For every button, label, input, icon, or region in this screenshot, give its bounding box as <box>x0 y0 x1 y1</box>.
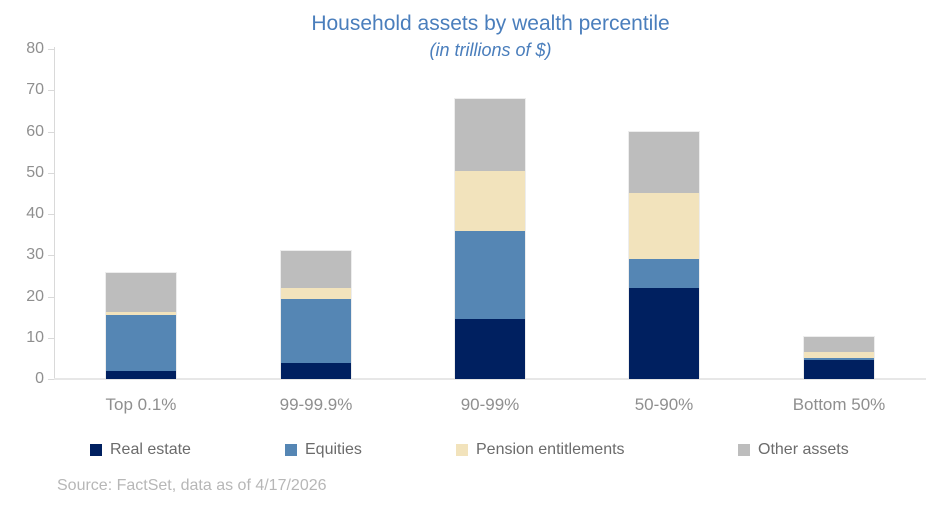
y-axis-line <box>54 47 55 379</box>
y-tick-mark <box>48 255 54 256</box>
x-axis-line <box>54 378 926 380</box>
bar-segment-real-estate <box>281 362 351 379</box>
legend-swatch-icon <box>738 444 750 456</box>
y-tick-mark <box>48 338 54 339</box>
y-tick-mark <box>48 132 54 133</box>
y-tick-mark <box>48 297 54 298</box>
source-note: Source: FactSet, data as of 4/17/2026 <box>57 477 327 494</box>
y-tick-label: 50 <box>26 164 44 181</box>
y-tick-label: 70 <box>26 81 44 98</box>
x-axis-label: 99-99.9% <box>279 395 353 414</box>
y-tick-label: 20 <box>26 288 44 305</box>
bar-segment-pension-entitlements <box>455 170 525 231</box>
legend-item-pension-entitlements: Pension entitlements <box>456 441 625 459</box>
bar-segment-other-assets <box>106 272 176 312</box>
y-tick-label: 10 <box>26 329 44 346</box>
bar-segment-equities <box>629 259 699 289</box>
bar-99-99.9- <box>281 251 351 379</box>
y-tick-label: 30 <box>26 246 44 263</box>
legend-swatch-icon <box>285 444 297 456</box>
y-tick-mark <box>48 49 54 50</box>
x-axis-label: 90-99% <box>460 395 520 414</box>
bar-segment-other-assets <box>804 336 874 353</box>
y-tick-label: 40 <box>26 205 44 222</box>
chart-subtitle: (in trillions of $) <box>429 40 552 61</box>
legend-swatch-icon <box>456 444 468 456</box>
legend-item-equities: Equities <box>285 441 362 459</box>
y-tick-label: 80 <box>26 40 44 57</box>
bar-top-0.1- <box>106 272 176 379</box>
y-tick-mark <box>48 173 54 174</box>
x-axis-label: Top 0.1% <box>105 395 177 414</box>
legend-item-other-assets: Other assets <box>738 441 849 459</box>
x-axis-label: 50-90% <box>634 395 694 414</box>
bar-50-90- <box>629 131 699 379</box>
bar-segment-other-assets <box>629 131 699 194</box>
legend-label: Real estate <box>110 441 191 458</box>
legend-label: Equities <box>305 441 362 458</box>
bar-segment-pension-entitlements <box>629 193 699 260</box>
bar-segment-real-estate <box>629 288 699 379</box>
bar-segment-real-estate <box>455 319 525 379</box>
legend-swatch-icon <box>90 444 102 456</box>
y-tick-mark <box>48 214 54 215</box>
y-tick-label: 0 <box>35 370 44 387</box>
y-tick-mark <box>48 90 54 91</box>
bar-segment-other-assets <box>281 251 351 289</box>
legend-item-real-estate: Real estate <box>90 441 191 459</box>
bar-segment-real-estate <box>106 370 176 379</box>
bar-segment-real-estate <box>804 360 874 379</box>
bar-segment-equities <box>106 315 176 371</box>
chart-header: Household assets by wealth percentile (i… <box>55 10 926 63</box>
bar-segment-pension-entitlements <box>106 311 176 316</box>
chart-title: Household assets by wealth percentile <box>311 12 670 35</box>
bar-segment-pension-entitlements <box>804 352 874 358</box>
x-axis-label: Bottom 50% <box>792 395 886 414</box>
bar-segment-pension-entitlements <box>281 288 351 299</box>
bar-segment-equities <box>455 230 525 320</box>
legend-label: Other assets <box>758 441 849 458</box>
bar-bottom-50- <box>804 336 874 379</box>
y-tick-label: 60 <box>26 123 44 140</box>
bar-segment-equities <box>804 357 874 361</box>
bar-segment-other-assets <box>455 98 525 171</box>
y-tick-mark <box>48 379 54 380</box>
bar-segment-equities <box>281 298 351 363</box>
bar-90-99- <box>455 98 525 379</box>
legend-label: Pension entitlements <box>476 441 625 458</box>
